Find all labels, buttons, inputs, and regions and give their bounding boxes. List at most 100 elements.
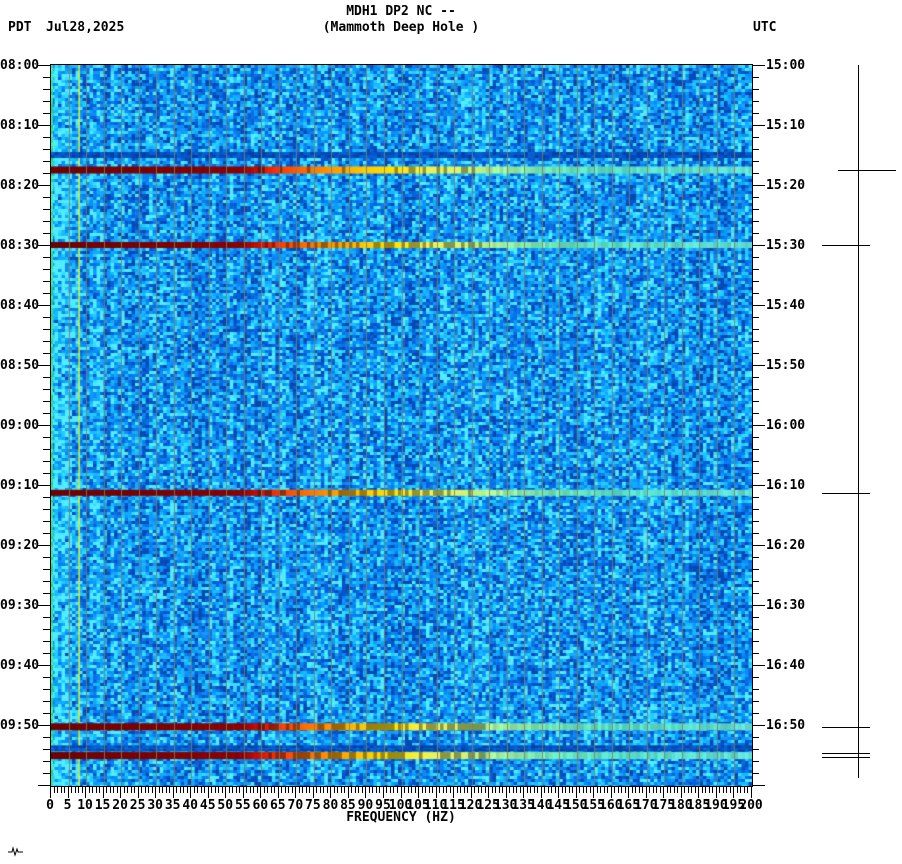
left-minor-tick — [43, 641, 50, 642]
right-minor-tick — [753, 653, 759, 654]
event-marker-line — [822, 245, 870, 246]
left-minor-tick — [43, 737, 50, 738]
left-minor-tick — [43, 173, 50, 174]
freq-minor-tick — [393, 787, 395, 793]
left-time-label: 08:30 — [0, 238, 40, 253]
freq-tick-label: 80 — [322, 798, 339, 813]
freq-minor-tick — [481, 787, 483, 793]
freq-minor-tick — [253, 787, 255, 793]
freq-minor-tick — [467, 787, 469, 793]
freq-minor-tick — [421, 787, 423, 793]
right-minor-tick — [753, 377, 759, 378]
freq-tick-label: 20 — [112, 798, 128, 813]
right-minor-tick — [753, 581, 759, 582]
freq-major-tick — [663, 787, 665, 798]
right-minor-tick — [753, 473, 759, 474]
left-minor-tick — [43, 137, 50, 138]
right-time-label: 16:10 — [766, 478, 806, 493]
left-time-label: 09:20 — [0, 538, 40, 553]
freq-minor-tick — [638, 787, 640, 793]
freq-minor-tick — [656, 787, 658, 793]
freq-minor-tick — [326, 787, 328, 793]
left-minor-tick — [43, 533, 50, 534]
left-major-tick — [38, 425, 50, 426]
plot-border-left — [50, 64, 51, 787]
left-minor-tick — [43, 593, 50, 594]
freq-minor-tick — [512, 787, 514, 793]
freq-minor-tick — [498, 787, 500, 793]
freq-minor-tick — [116, 787, 118, 793]
freq-minor-tick — [652, 787, 654, 793]
freq-minor-tick — [694, 787, 696, 793]
left-minor-tick — [43, 101, 50, 102]
freq-minor-tick — [288, 787, 290, 793]
left-minor-tick — [43, 473, 50, 474]
left-minor-tick — [43, 569, 50, 570]
right-minor-tick — [753, 761, 759, 762]
right-major-tick — [753, 545, 765, 546]
freq-minor-tick — [291, 787, 293, 793]
freq-tick-label: 195 — [721, 798, 746, 813]
freq-minor-tick — [687, 787, 689, 793]
freq-major-tick — [330, 787, 332, 798]
left-minor-tick — [43, 317, 50, 318]
event-marker-line — [822, 753, 870, 755]
freq-minor-tick — [495, 787, 497, 793]
freq-minor-tick — [691, 787, 693, 793]
freq-minor-tick — [456, 787, 458, 793]
right-time-label: 16:50 — [766, 718, 806, 733]
freq-minor-tick — [614, 787, 616, 793]
left-minor-tick — [43, 77, 50, 78]
left-minor-tick — [43, 257, 50, 258]
freq-minor-tick — [305, 787, 307, 793]
watermark-squiggle-icon — [8, 846, 23, 857]
left-minor-tick — [43, 269, 50, 270]
left-major-tick — [38, 185, 50, 186]
freq-minor-tick — [60, 787, 62, 793]
freq-major-tick — [698, 787, 700, 798]
right-minor-tick — [753, 101, 759, 102]
freq-tick-label: 35 — [164, 798, 181, 813]
freq-minor-tick — [340, 787, 342, 793]
freq-tick-label: 110 — [423, 798, 448, 813]
freq-minor-tick — [78, 787, 80, 793]
freq-tick-label: 75 — [305, 798, 321, 813]
left-time-label: 08:10 — [0, 118, 40, 133]
freq-tick-label: 40 — [182, 798, 199, 813]
freq-tick-label: 45 — [199, 798, 216, 813]
freq-minor-tick — [106, 787, 108, 793]
freq-major-tick — [137, 787, 139, 798]
freq-major-tick — [242, 787, 244, 798]
freq-minor-tick — [530, 787, 532, 793]
freq-minor-tick — [544, 787, 546, 793]
left-minor-tick — [43, 113, 50, 114]
freq-minor-tick — [722, 787, 724, 793]
freq-minor-tick — [684, 787, 686, 793]
plot-border-bottom — [50, 786, 753, 787]
right-minor-tick — [753, 773, 759, 774]
freq-minor-tick — [228, 787, 230, 793]
right-major-tick — [753, 125, 765, 126]
left-minor-tick — [43, 449, 50, 450]
freq-minor-tick — [649, 787, 651, 793]
right-minor-tick — [753, 713, 759, 714]
left-major-tick — [38, 245, 50, 246]
right-time-label: 15:30 — [766, 238, 806, 253]
freq-minor-tick — [463, 787, 465, 793]
event-marker-line — [822, 726, 870, 728]
left-minor-tick — [43, 293, 50, 294]
freq-minor-tick — [477, 787, 479, 793]
freq-tick-label: 15 — [94, 798, 111, 813]
freq-minor-tick — [375, 787, 377, 793]
freq-tick-label: 105 — [406, 798, 430, 813]
freq-minor-tick — [414, 787, 416, 793]
freq-tick-label: 180 — [669, 798, 693, 813]
left-time-label: 08:00 — [0, 58, 40, 73]
left-major-tick — [38, 485, 50, 486]
freq-minor-tick — [484, 787, 486, 793]
freq-tick-label: 185 — [686, 798, 711, 813]
page-subtitle: (Mammoth Deep Hole ) — [322, 20, 480, 35]
freq-minor-tick — [568, 787, 570, 793]
freq-minor-tick — [404, 787, 405, 793]
spectrogram-canvas — [51, 65, 752, 786]
